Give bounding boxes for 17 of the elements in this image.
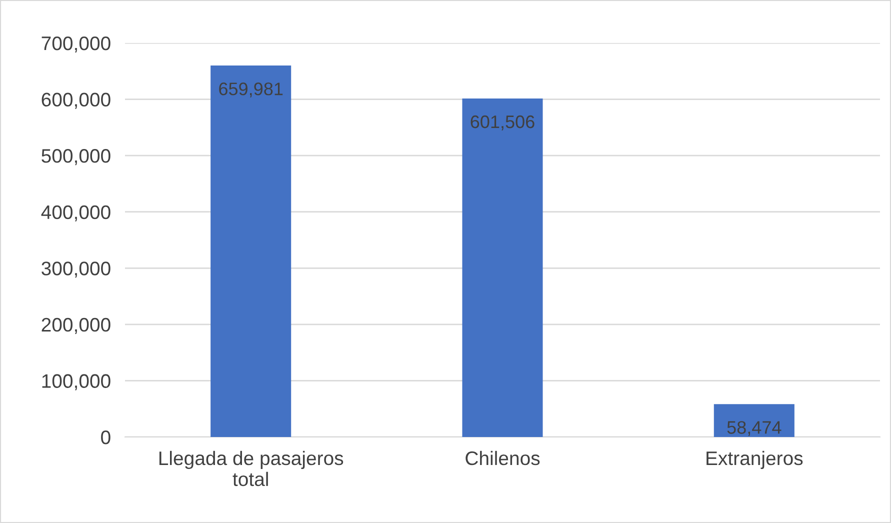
bar: [462, 98, 543, 437]
data-label: 659,981: [219, 82, 283, 98]
y-tick-label: 100,000: [42, 374, 110, 390]
bar: [210, 66, 292, 437]
y-tick-label: 700,000: [42, 36, 110, 53]
data-label: 58,474: [727, 421, 782, 436]
y-tick-label: 200,000: [42, 318, 110, 334]
data-label: 601,506: [470, 115, 534, 130]
x-tick-label: Llegada de pasajeros total: [159, 450, 344, 486]
y-tick-label: 0: [101, 430, 110, 444]
bar: [714, 404, 794, 437]
x-tick-label: Extranjeros: [706, 450, 803, 470]
y-tick-label: 300,000: [42, 262, 110, 278]
x-tick-label: Chilenos: [466, 450, 540, 466]
y-tick-label: 500,000: [42, 149, 110, 166]
y-tick-label: 600,000: [42, 92, 110, 109]
y-tick-label: 400,000: [41, 205, 110, 222]
